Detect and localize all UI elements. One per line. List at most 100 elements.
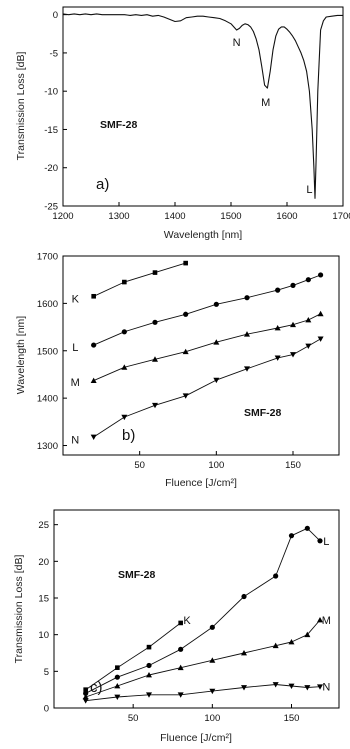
series-n-point [177,692,184,698]
y-tick-label: 1600 [37,299,58,310]
series-n-point [114,694,121,700]
curve-label-l: L [323,536,329,548]
series-k-point [91,293,96,299]
series-l-point [114,674,120,680]
panel-a-chart: 1200130014001500160017000-5-10-15-20-25 … [15,6,350,241]
series-l-point [241,593,247,600]
series-l-point [290,282,296,288]
y-tick-label: 1300 [37,441,58,452]
spectrum-line [62,13,343,199]
panel-b-xlabel: Fluence [J/cm²] [165,477,237,489]
x-tick-label: 1500 [220,211,241,222]
series-k-point [146,644,152,650]
y-tick-label: 0 [44,704,49,715]
x-tick-label: 1200 [52,211,73,222]
curve-label-m: M [261,97,270,109]
series-n-point [290,352,296,358]
x-tick-label: 1300 [108,211,129,222]
series-l-point [91,342,97,348]
series-n-point [317,684,323,690]
panel-b-chart: 50 100 150 1300 1400 1500 1600 1700 K L M N SMF-28… [15,252,340,489]
series-l-point [305,277,311,283]
panel-a-xlabel: Wavelength [nm] [164,229,242,241]
series-n-point [121,414,128,421]
series-m-point [182,348,189,355]
series-l-point [288,533,295,539]
panel-a-label: a) [96,176,109,193]
series-m-point [317,310,324,317]
series-n-point [213,377,220,384]
series-l-point [183,311,189,317]
series-k-point [178,620,183,626]
y-tick-label: 1500 [37,346,58,357]
x-tick-label: 1400 [164,211,185,222]
panel-c-ylabel: Transmission Loss [dB] [13,555,25,664]
series-k-point [83,687,88,692]
series-m-point [288,639,295,645]
series-n-point [317,336,324,342]
x-tick-label: 1600 [276,211,297,222]
series-n-point [274,355,281,361]
y-tick-label: -20 [44,163,58,174]
series-m-point [82,694,89,700]
series-l-point [244,295,250,301]
series-l-point [178,646,184,652]
series-l-point [152,319,158,325]
series-l-point [273,573,279,579]
x-tick-label: 100 [208,460,224,471]
series-l-line [85,527,321,694]
y-tick-label: 1700 [37,252,58,263]
y-tick-label: 15 [38,594,49,605]
series-m-point [272,642,279,649]
series-k-line [85,622,181,691]
panel-b-label: b) [122,427,135,444]
series-l-point [275,287,281,293]
panel-c-label: c) [90,679,103,696]
series-m-point [213,339,220,345]
y-tick-label: 20 [38,557,49,568]
curve-label-m: M [322,615,331,627]
panel-a-plot-frame [62,6,344,207]
series-l-point [146,662,152,669]
y-tick-label: -25 [44,202,58,213]
y-tick-label: 1400 [37,394,58,405]
series-m-point [114,683,121,689]
series-l-line [93,274,321,346]
x-tick-label: 150 [284,713,300,724]
series-l-point [209,624,215,630]
series-l-point [121,329,127,335]
series-n-line [85,684,321,702]
series-m-point [304,631,311,638]
y-tick-label: -10 [44,87,58,98]
series-m-point [177,664,184,671]
panel-c-plot-frame [53,509,340,709]
series-m-point [241,650,247,656]
series-k-point [115,665,120,670]
y-tick-label: 5 [44,667,49,678]
series-k-point [122,279,127,285]
y-tick-label: -15 [44,125,58,136]
series-n-point [244,366,250,372]
curve-label-n: N [233,37,241,49]
curve-label-l: L [72,342,78,354]
x-tick-label: 50 [128,713,139,724]
panel-c-annotation: SMF-28 [118,569,156,581]
curve-label-m: M [71,377,80,389]
series-n-point [146,692,152,698]
series-m-point [274,325,281,331]
series-n-line [93,338,321,438]
series-m-point [209,657,216,663]
series-m-point [121,364,128,370]
series-l-point [83,690,89,696]
x-tick-label: 1700 [332,211,350,222]
series-n-point [182,393,189,399]
series-m-line [85,619,321,698]
panel-c-chart: 50 100 150 0 5 10 15 20 25 K L M N SMF-28 c) Fluenc… [13,509,340,744]
series-n-point [288,683,295,689]
series-m-point [146,672,152,678]
y-tick-label: 10 [38,630,49,641]
series-m-line [93,313,321,382]
series-n-point [209,688,216,695]
series-m-point [90,377,97,384]
